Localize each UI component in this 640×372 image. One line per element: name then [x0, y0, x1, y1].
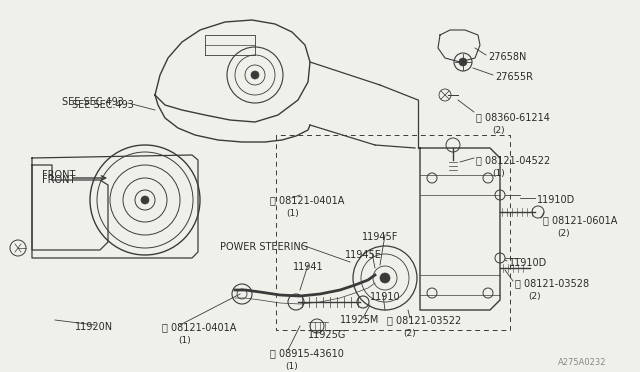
Text: (2): (2): [557, 229, 570, 238]
Text: 11910D: 11910D: [537, 195, 575, 205]
Text: SEE SEC.493: SEE SEC.493: [62, 97, 124, 107]
Circle shape: [141, 196, 149, 204]
Text: Ⓑ 08121-0401A: Ⓑ 08121-0401A: [162, 322, 236, 332]
Text: 11910D: 11910D: [509, 258, 547, 268]
Circle shape: [459, 58, 467, 66]
Text: FRONT: FRONT: [42, 175, 76, 185]
Text: FRONT: FRONT: [42, 170, 76, 180]
Text: (2): (2): [528, 292, 541, 301]
Text: (1): (1): [492, 169, 505, 178]
Text: 11941: 11941: [293, 262, 324, 272]
Text: SEE SEC.493: SEE SEC.493: [72, 100, 134, 110]
Text: (2): (2): [492, 126, 504, 135]
Text: (1): (1): [178, 336, 191, 345]
Text: A275A0232: A275A0232: [558, 358, 607, 367]
Circle shape: [251, 71, 259, 79]
Text: Ⓑ 08121-0401A: Ⓑ 08121-0401A: [270, 195, 344, 205]
Text: 11945E: 11945E: [345, 250, 382, 260]
Text: Ⓢ 08360-61214: Ⓢ 08360-61214: [476, 112, 550, 122]
Text: POWER STEERING: POWER STEERING: [220, 242, 308, 252]
Text: (1): (1): [286, 209, 299, 218]
Text: Ⓑ 08121-0601A: Ⓑ 08121-0601A: [543, 215, 618, 225]
Text: Ⓗ 08915-43610: Ⓗ 08915-43610: [270, 348, 344, 358]
Text: (2): (2): [403, 329, 415, 338]
Text: Ⓑ 08121-03522: Ⓑ 08121-03522: [387, 315, 461, 325]
Circle shape: [380, 273, 390, 283]
Text: 11925M: 11925M: [340, 315, 380, 325]
Text: 11910: 11910: [370, 292, 401, 302]
Text: (1): (1): [285, 362, 298, 371]
Text: 27658N: 27658N: [488, 52, 526, 62]
Text: 11925G: 11925G: [308, 330, 346, 340]
Text: 11945F: 11945F: [362, 232, 398, 242]
Text: 11920N: 11920N: [75, 322, 113, 332]
Text: 27655R: 27655R: [495, 72, 533, 82]
Text: Ⓑ 08121-04522: Ⓑ 08121-04522: [476, 155, 550, 165]
Text: Ⓑ 08121-03528: Ⓑ 08121-03528: [515, 278, 589, 288]
